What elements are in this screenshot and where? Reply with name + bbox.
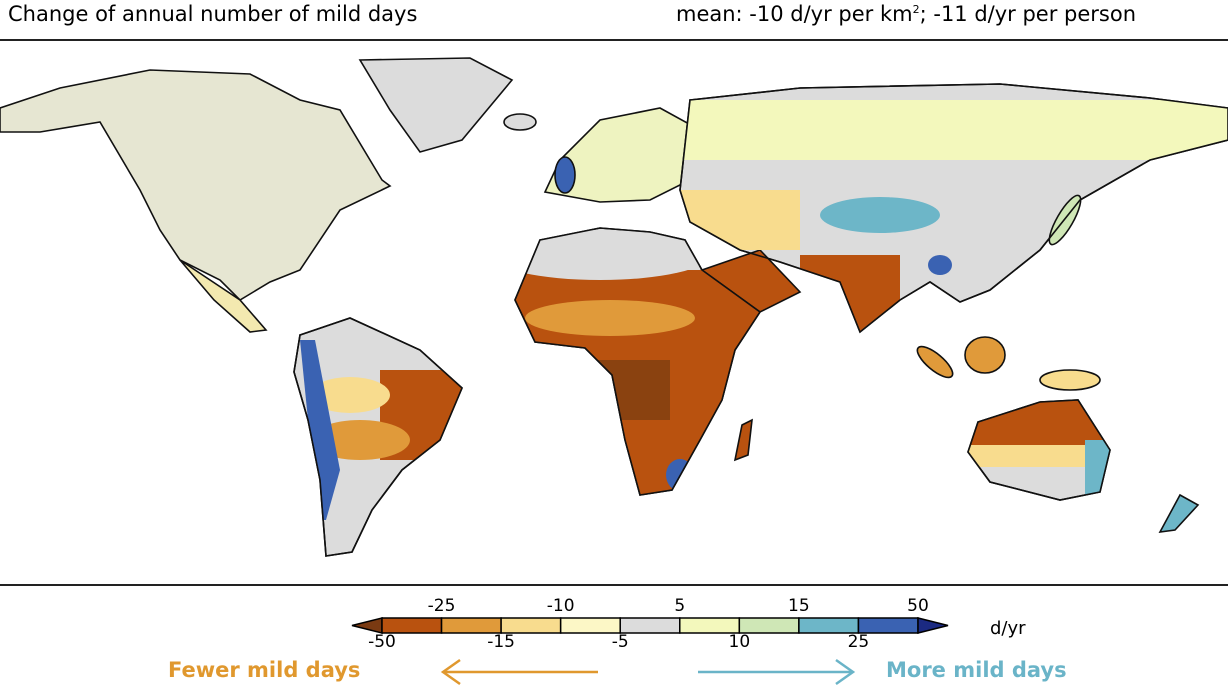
colorbar-unit: d/yr [990, 618, 1026, 639]
summary-suffix: ; -11 d/yr per person [919, 2, 1137, 26]
uk [554, 156, 576, 194]
more-mild-days-label: More mild days [886, 658, 1067, 682]
colorbar-tick-label: 25 [847, 632, 870, 652]
colorbar-tick-label: -10 [546, 596, 575, 616]
map-title: Change of annual number of mild days [8, 2, 418, 26]
colorbar-bin [440, 617, 502, 634]
colorbar-tick-label: -15 [487, 632, 515, 652]
fewer-mild-days-label: Fewer mild days [168, 658, 361, 682]
colorbar [351, 617, 949, 634]
colorbar-tick-label: 5 [674, 596, 686, 616]
fewer-arrow [440, 658, 598, 686]
colorbar-tick-label: -50 [368, 632, 396, 652]
colorbar-tick-label: 10 [728, 632, 751, 652]
borneo [964, 336, 1006, 374]
north-america [0, 69, 392, 302]
asia-change-fill [680, 100, 1228, 332]
colorbar-tick-label: -25 [427, 596, 456, 616]
colorbar-bin [500, 617, 562, 634]
new-guinea [1039, 369, 1101, 391]
more-arrow [698, 658, 856, 686]
iceland [503, 113, 537, 131]
summary-prefix: mean: -10 d/yr per km [676, 2, 913, 26]
sumatra [916, 345, 954, 379]
colorbar-bin [679, 617, 741, 634]
colorbar-tick-label: -5 [611, 632, 629, 652]
colorbar-bin [738, 617, 800, 634]
colorbar-tick-label: 15 [788, 596, 810, 616]
colorbar-bin [559, 617, 621, 634]
summary-superscript: 2 [912, 3, 920, 16]
colorbar-bin [798, 617, 860, 634]
mean-summary: mean: -10 d/yr per km2; -11 d/yr per per… [676, 2, 1136, 26]
south-america-change-fill [300, 340, 462, 520]
madagascar [733, 418, 753, 462]
colorbar-bin [857, 617, 919, 634]
new-zealand [1158, 493, 1200, 534]
colorbar-bin [381, 617, 443, 634]
colorbar-under-triangle [351, 617, 383, 634]
colorbar-tick-label: 50 [907, 596, 929, 616]
central-america [179, 259, 268, 333]
colorbar-over-triangle [917, 617, 949, 634]
colorbar-bin [619, 617, 681, 634]
greenland [358, 57, 514, 153]
